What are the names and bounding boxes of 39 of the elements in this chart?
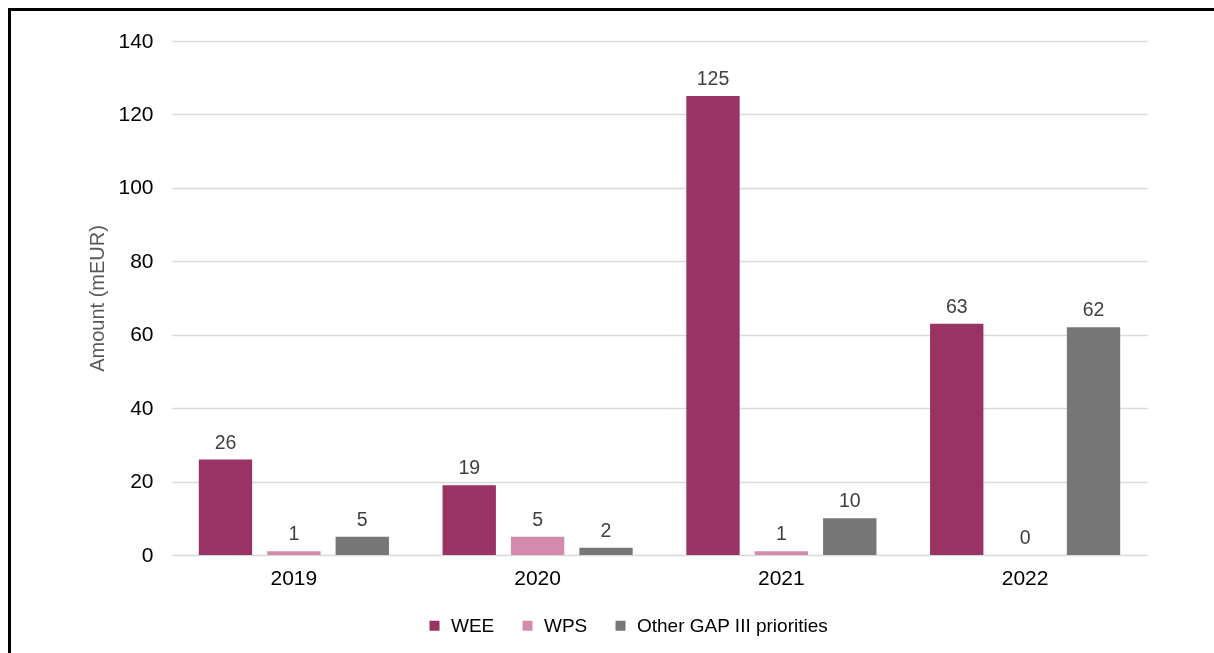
y-tick-label: 40 xyxy=(130,395,154,419)
y-tick-label: 140 xyxy=(118,28,154,52)
y-axis-title: Amount (mEUR) xyxy=(86,225,109,372)
bar xyxy=(267,551,321,555)
bar xyxy=(823,518,877,555)
y-tick-label: 20 xyxy=(130,469,154,493)
x-tick-label: 2021 xyxy=(758,565,805,589)
bar xyxy=(510,536,565,555)
bar xyxy=(198,459,253,555)
legend-label: WPS xyxy=(544,614,588,636)
bar xyxy=(1066,327,1121,555)
data-label: 1 xyxy=(775,522,787,545)
y-tick-label: 60 xyxy=(130,322,154,346)
bar xyxy=(442,485,496,555)
data-label: 5 xyxy=(532,507,544,530)
bar xyxy=(930,323,984,555)
data-label: 0 xyxy=(1019,526,1031,548)
bar xyxy=(754,551,809,555)
x-tick-label: 2019 xyxy=(270,565,318,589)
bar xyxy=(335,536,389,555)
data-label: 5 xyxy=(356,507,368,530)
y-tick-label: 80 xyxy=(130,248,154,272)
data-label: 10 xyxy=(838,489,861,512)
data-label: 62 xyxy=(1082,298,1105,321)
data-label: 19 xyxy=(458,456,481,479)
x-tick-label: 2020 xyxy=(514,565,561,589)
y-tick-label: 0 xyxy=(141,542,154,566)
data-label: 1 xyxy=(288,522,300,545)
bar xyxy=(579,547,633,555)
y-tick-label: 120 xyxy=(118,101,154,125)
x-tick-label: 2022 xyxy=(1001,565,1049,589)
data-label: 2 xyxy=(600,518,612,541)
data-label: 26 xyxy=(214,430,237,453)
bar xyxy=(686,96,740,555)
data-label: 63 xyxy=(945,294,968,317)
legend-label: WEE xyxy=(451,614,495,636)
legend-label: Other GAP III priorities xyxy=(637,614,828,636)
y-tick-label: 100 xyxy=(118,175,154,199)
data-label: 125 xyxy=(696,67,730,90)
